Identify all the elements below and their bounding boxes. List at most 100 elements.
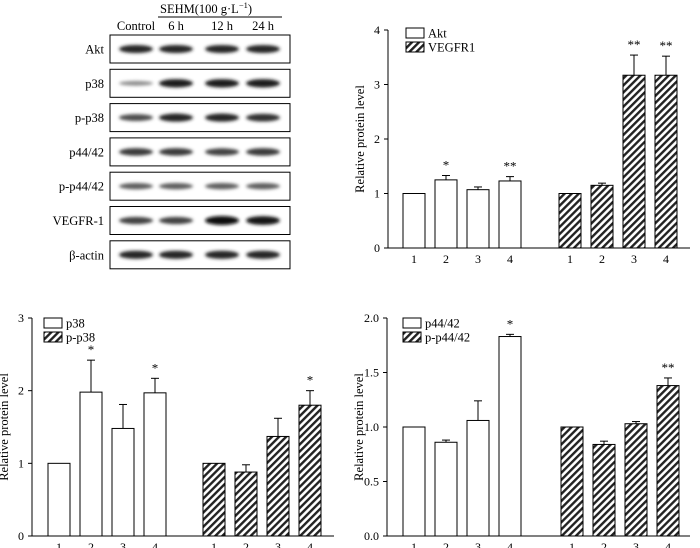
legend-label: Akt (428, 27, 447, 41)
treatment-label-close: ) (248, 2, 252, 16)
legend-label: p38 (66, 317, 85, 331)
significance-mark: * (152, 360, 159, 375)
blot-band (159, 216, 193, 225)
series-p-p44-42: 1 2 3 ** 4 (560, 360, 680, 548)
blot-band (246, 250, 280, 259)
x-tick-label: 4 (307, 540, 313, 548)
legend-swatch (405, 41, 425, 53)
blot-band (205, 79, 239, 88)
legend-swatch (405, 27, 425, 39)
blot-band (246, 216, 280, 225)
western-blot-panel: Control 6 h 12 h 24 h SEHM(100 g·L−1) Ak… (53, 0, 291, 270)
blot-band (205, 44, 239, 54)
y-tick-label: 2 (18, 384, 24, 398)
x-tick-label: 1 (411, 540, 417, 548)
bar (656, 385, 680, 537)
blot-band (246, 113, 280, 122)
blot-band (246, 44, 280, 54)
significance-mark: ** (660, 38, 673, 53)
blot-row-1: p38 (85, 68, 291, 98)
x-tick-label: 2 (443, 540, 449, 548)
condition-label-0: Control (117, 19, 156, 33)
y-tick-label: 4 (374, 23, 380, 37)
blot-row-label: Akt (85, 43, 104, 57)
blot-band (205, 113, 239, 122)
blot-band (119, 148, 153, 156)
y-tick-label: 0 (374, 241, 380, 255)
bar (466, 419, 490, 537)
legend-swatch (43, 331, 63, 343)
y-tick-label: 2 (374, 132, 380, 146)
blot-band (159, 148, 193, 156)
blot-band (205, 216, 239, 225)
blot-band (246, 183, 280, 190)
x-tick-label: 4 (507, 540, 513, 548)
y-tick-label: 3 (374, 78, 380, 92)
blot-row-label: p38 (85, 77, 104, 91)
bar (434, 441, 458, 537)
y-tick-label: 0 (18, 529, 24, 543)
x-tick-label: 2 (599, 252, 605, 266)
significance-mark: * (507, 316, 514, 331)
chart-p38: 0 1 2 3 Relative protein level 1 * 2 3 * 4 1 2 3 * 4 p38… (0, 311, 334, 548)
y-tick-label: 1.5 (364, 366, 379, 380)
significance-mark: * (88, 342, 95, 357)
blot-row-2: p-p38 (75, 103, 291, 133)
blot-band (159, 250, 193, 259)
blot-band (159, 113, 193, 122)
bar (622, 74, 646, 249)
x-tick-label: 2 (243, 540, 249, 548)
blot-band (159, 44, 193, 54)
series-vegfr1: 1 2 ** 3 ** 4 (558, 37, 678, 266)
blot-row-label: VEGFR-1 (53, 214, 104, 228)
bar (498, 336, 522, 537)
y-axis-title: Relative protein level (0, 373, 11, 481)
x-tick-label: 1 (411, 252, 417, 266)
blot-row-3: p44/42 (69, 137, 291, 167)
y-tick-label: 0.5 (364, 475, 379, 489)
blot-row-label: p-p44/42 (59, 180, 104, 194)
x-tick-label: 2 (88, 540, 94, 548)
legend-swatch (402, 331, 422, 343)
y-tick-label: 2.0 (364, 311, 379, 325)
significance-mark: * (307, 373, 314, 388)
x-tick-label: 3 (275, 540, 281, 548)
bar (234, 471, 258, 537)
blot-band (246, 79, 280, 88)
bar (498, 180, 522, 249)
bar (624, 423, 648, 537)
x-tick-label: 1 (211, 540, 217, 548)
x-tick-label: 3 (475, 252, 481, 266)
x-tick-label: 3 (633, 540, 639, 548)
series-p-p38: 1 2 3 * 4 (202, 373, 322, 548)
blot-band (205, 148, 239, 156)
x-tick-label: 4 (665, 540, 671, 548)
x-tick-label: 4 (507, 252, 513, 266)
series-p44-42: 1 2 3 * 4 (402, 316, 522, 548)
x-tick-label: 3 (631, 252, 637, 266)
bar (111, 427, 135, 537)
bar (143, 392, 167, 537)
legend-swatch (43, 317, 63, 329)
x-tick-label: 2 (601, 540, 607, 548)
blot-band (119, 183, 153, 190)
bar (558, 193, 582, 249)
blot-row-5: VEGFR-1 (53, 206, 291, 235)
condition-label-3: 24 h (252, 19, 275, 33)
blot-row-6: β-actin (69, 240, 291, 270)
chart-akt-vegfr1: 0 1 2 3 4 Relative protein level 1 * 2 3 ** 4 1 2 ** 3 *… (353, 23, 690, 266)
significance-mark: ** (662, 360, 675, 375)
blot-band (119, 114, 153, 122)
bar (298, 404, 322, 537)
significance-mark: * (443, 158, 450, 173)
legend-label: p-p38 (66, 331, 95, 345)
treatment-label: SEHM(100 g·L−1) (160, 0, 252, 16)
significance-mark: ** (504, 159, 517, 174)
bar (47, 462, 71, 537)
bar (402, 193, 426, 249)
y-tick-label: 3 (18, 311, 24, 325)
bar (402, 426, 426, 537)
condition-label-1: 6 h (168, 19, 184, 33)
y-axis-title: Relative protein level (352, 373, 366, 481)
